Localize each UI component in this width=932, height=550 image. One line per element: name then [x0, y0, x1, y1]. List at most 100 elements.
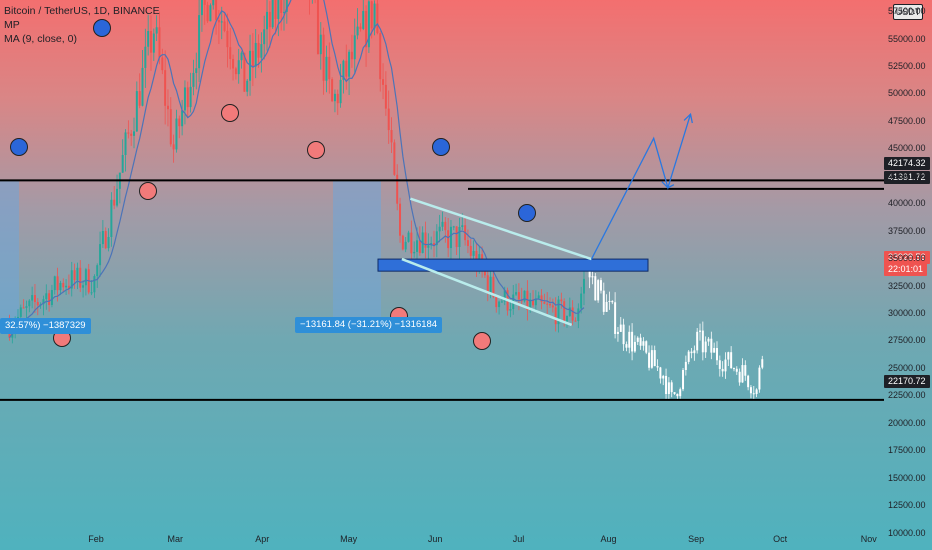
projection-candle [699, 330, 702, 332]
candle-body [181, 110, 184, 127]
projection-candle [682, 369, 685, 390]
candle-body [483, 269, 486, 276]
candle-body [382, 79, 385, 85]
candle-body [529, 299, 532, 311]
candle-body [175, 118, 178, 150]
candle-body [22, 307, 25, 309]
projection-candle [701, 330, 704, 353]
candle-body [36, 302, 39, 306]
forecast-arrow-mark [661, 181, 675, 189]
projection-candle [608, 300, 611, 302]
projection-candle [591, 276, 594, 278]
candle-body [234, 68, 237, 75]
candle-body [260, 44, 263, 58]
candle-body [226, 30, 229, 48]
projection-candle [611, 300, 614, 303]
projection-candle [718, 360, 721, 369]
x-tick-label: Nov [860, 534, 877, 544]
y-tick-label: 35000.00 [888, 253, 926, 264]
projection-candle [662, 375, 665, 379]
candle-body [534, 298, 537, 306]
y-tick-label: 55000.00 [888, 33, 926, 44]
marker-circle-red [139, 182, 157, 200]
candle-body [373, 3, 376, 29]
candle-body [452, 226, 455, 228]
y-tick-label: 12500.00 [888, 500, 926, 511]
x-tick-label: Jun [427, 534, 443, 544]
marker-circle-blue [93, 19, 111, 37]
candle-body [84, 269, 87, 286]
candle-body [220, 21, 223, 23]
y-tick-label: 25000.00 [888, 362, 926, 373]
candle-body [19, 307, 22, 317]
projection-candle [659, 367, 662, 379]
candle-body [116, 188, 119, 206]
candle-body [455, 226, 458, 248]
candle-body [342, 60, 345, 80]
candle-body [401, 235, 404, 250]
projection-candle [704, 341, 707, 353]
projection-candle [622, 324, 625, 345]
candle-body [399, 203, 402, 236]
candle-body [348, 51, 351, 77]
candle-body [268, 11, 271, 28]
candle-body [345, 60, 348, 77]
candle-body [178, 118, 181, 127]
candle-body [500, 301, 503, 303]
current-price-tag: 33928.56 [884, 251, 930, 264]
candle-body [99, 244, 102, 266]
candle-body [495, 296, 498, 308]
candle-body [350, 51, 353, 60]
candle-body [543, 301, 546, 304]
candle-body [25, 306, 28, 308]
candle-body [229, 47, 232, 59]
y-tick-label: 45000.00 [888, 143, 926, 154]
candle-body [280, 0, 283, 13]
projection-candle [761, 359, 764, 368]
projection-candle [738, 371, 741, 383]
candle-body [435, 231, 438, 246]
x-tick-label: Apr [255, 534, 270, 544]
candle-body [240, 52, 243, 61]
projection-candle [619, 324, 622, 332]
candle-body [243, 52, 246, 92]
candle-body [339, 79, 342, 104]
candle-body [96, 265, 99, 277]
y-tick-label: 47500.00 [888, 115, 926, 126]
candle-body [509, 309, 512, 311]
symbol-title: Bitcoin / TetherUS, 1D, BINANCE [4, 5, 160, 17]
y-tick-label: 17500.00 [888, 445, 926, 456]
price-tag-bottom: 22170.72 [884, 375, 930, 388]
candle-body [432, 243, 435, 246]
projection-candle [707, 338, 710, 342]
candle-body [101, 231, 104, 245]
projection-candle [696, 331, 699, 351]
candle-body [104, 231, 107, 249]
projection-candle [724, 359, 727, 372]
candle-body [356, 26, 359, 36]
projection-candle [721, 368, 724, 372]
candle-body [50, 290, 53, 305]
candle-body [466, 240, 469, 246]
projection-candle [628, 331, 631, 348]
candle-body [540, 295, 543, 302]
indicator-ma[interactable]: MA (9, close, 0) [4, 33, 77, 45]
candle-body [379, 33, 382, 80]
candle-body [574, 320, 577, 322]
candle-body [90, 292, 93, 294]
countdown-tag: 22:01:01 [884, 263, 928, 276]
projection-candle [693, 350, 696, 354]
forecast-arrow-head [683, 112, 693, 124]
candle-body [557, 299, 560, 325]
projection-candle [650, 350, 653, 368]
indicator-mp[interactable]: MP [4, 19, 20, 31]
candle-body [424, 232, 427, 248]
candle-body [563, 301, 566, 322]
channel-lower-line [401, 257, 573, 327]
candle-body [198, 15, 201, 69]
projection-candle [636, 337, 639, 342]
currency-badge[interactable]: USDT [893, 4, 923, 20]
candle-body [274, 0, 277, 19]
